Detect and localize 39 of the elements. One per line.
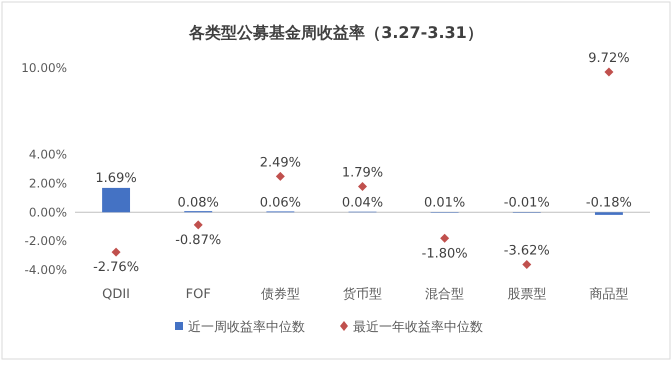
x-tick-label: 货币型 <box>343 287 382 302</box>
data-label: 0.06% <box>260 195 302 210</box>
data-label: -0.01% <box>504 195 550 210</box>
x-tick-label: 混合型 <box>425 287 464 302</box>
data-label: 0.04% <box>342 195 384 210</box>
y-tick-label: -4.00% <box>24 263 67 277</box>
x-tick-label: QDII <box>102 287 130 302</box>
y-tick-label: 0.00% <box>28 205 67 220</box>
bar <box>102 188 130 212</box>
x-tick-label: 债券型 <box>260 287 300 302</box>
y-tick-label: 2.00% <box>28 176 67 190</box>
data-label: 9.72% <box>588 51 630 66</box>
data-label: -0.87% <box>175 232 222 248</box>
x-tick-label: 商品型 <box>589 287 628 302</box>
point <box>358 182 367 191</box>
x-tick-label: FOF <box>186 287 211 302</box>
legend-label: 近一周收益率中位数 <box>188 319 305 335</box>
y-tick-label: 10.00% <box>21 61 67 75</box>
y-tick-label: -2.00% <box>24 234 67 248</box>
data-label: -3.62% <box>504 244 550 259</box>
point <box>276 172 285 181</box>
data-label: 1.79% <box>342 165 384 180</box>
data-label: -0.18% <box>586 195 632 210</box>
data-label: 1.69% <box>95 170 137 186</box>
x-tick-label: 股票型 <box>507 287 546 302</box>
point <box>194 220 203 230</box>
data-label: -1.80% <box>422 246 468 262</box>
data-label: 0.08% <box>178 195 219 210</box>
data-label: 2.49% <box>260 155 302 170</box>
data-label: -2.76% <box>93 260 140 276</box>
point <box>112 248 121 257</box>
data-label: 0.01% <box>424 195 466 210</box>
point <box>522 260 532 270</box>
point <box>604 68 614 77</box>
bar <box>594 212 623 215</box>
point <box>440 234 450 243</box>
chart-title: 各类型公募基金周收益率（3.27-3.31） <box>188 23 483 42</box>
legend-label: 最近一年收益率中位数 <box>353 319 483 335</box>
y-tick-label: 4.00% <box>28 148 67 162</box>
